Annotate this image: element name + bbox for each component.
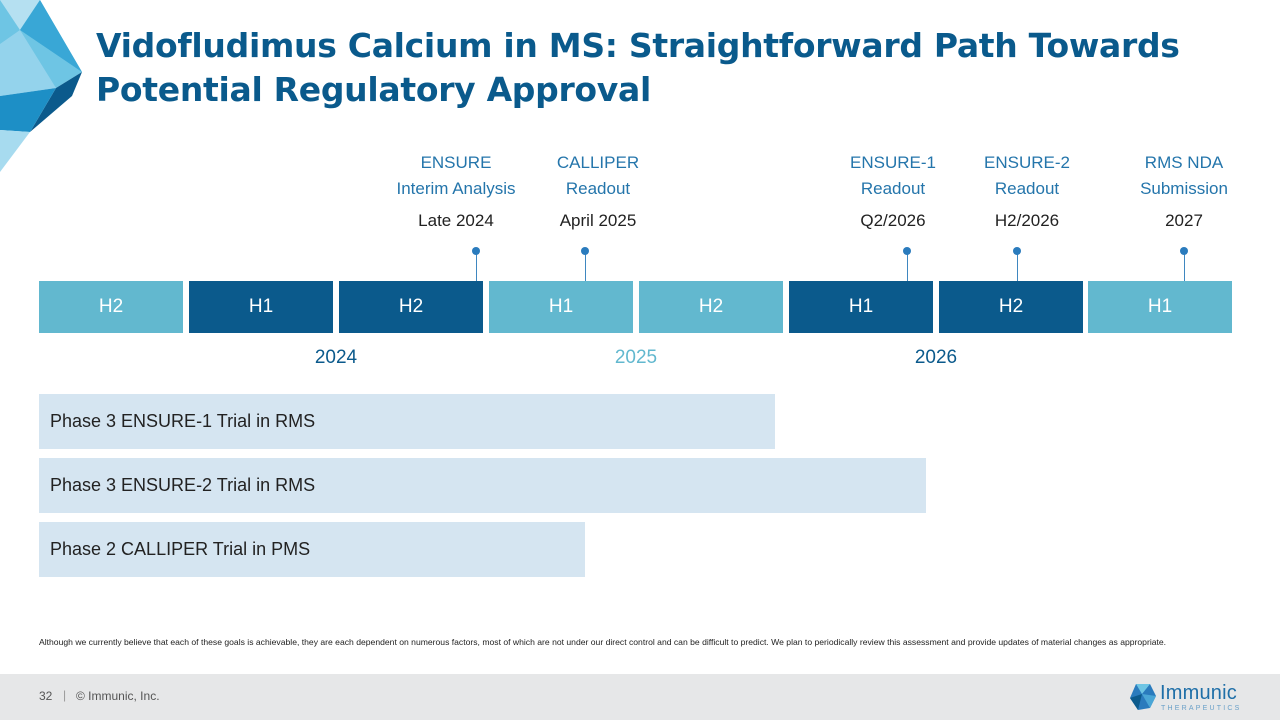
immunic-logo: Immunic THERAPEUTICS: [1130, 680, 1250, 716]
timeline-segment: H2: [639, 281, 783, 333]
page-number: 32: [39, 689, 53, 703]
milestone-date: Q2/2026: [860, 211, 926, 230]
disclaimer-text: Although we currently believe that each …: [39, 637, 1167, 647]
year-label-2026: 2026: [914, 347, 958, 368]
milestone-pin-dot: [472, 247, 480, 255]
milestone-pin-line: [585, 253, 586, 281]
milestone-label: RMS NDA Submission: [1140, 153, 1228, 198]
immunic-crystal-icon: [1130, 684, 1156, 710]
milestone-date: H2/2026: [994, 211, 1060, 230]
milestone-pin-dot: [903, 247, 911, 255]
trial-bar-ensure-2: Phase 3 ENSURE-2 Trial in RMS: [39, 458, 926, 513]
milestone-pin-line: [1184, 253, 1185, 281]
corner-crystal-graphic: [0, 0, 82, 172]
milestone-label: CALLIPER Readout: [556, 153, 640, 198]
milestone-pin-line: [476, 253, 477, 281]
milestone-pin-dot: [581, 247, 589, 255]
milestone-date: 2027: [1165, 211, 1203, 230]
logo-subtitle: THERAPEUTICS: [1161, 705, 1242, 712]
timeline-segment: H1: [489, 281, 633, 333]
milestone-ensure-interim: ENSURE Interim Analysis Late 2024: [361, 150, 551, 233]
milestone-pin-dot: [1013, 247, 1021, 255]
milestone-label: ENSURE Interim Analysis: [396, 153, 516, 198]
timeline-segment: H1: [189, 281, 333, 333]
milestone-ensure2-readout: ENSURE-2 Readout H2/2026: [932, 150, 1122, 233]
timeline-segment: H1: [789, 281, 933, 333]
timeline-segment: H2: [939, 281, 1083, 333]
copyright-text: © Immunic, Inc.: [76, 689, 160, 703]
milestone-rms-nda-submission: RMS NDA Submission 2027: [1089, 150, 1279, 233]
timeline-segment: H1: [1088, 281, 1232, 333]
milestone-pin-dot: [1180, 247, 1188, 255]
logo-name: Immunic: [1160, 682, 1237, 704]
milestone-ensure1-readout: ENSURE-1 Readout Q2/2026: [798, 150, 988, 233]
milestone-calliper-readout: CALLIPER Readout April 2025: [503, 150, 693, 233]
trial-bar-ensure-1: Phase 3 ENSURE-1 Trial in RMS: [39, 394, 775, 449]
milestone-date: April 2025: [559, 211, 637, 230]
slide-footer: 32 | © Immunic, Inc. Immunic THERAPEUTIC…: [0, 674, 1280, 720]
slide-title: Vidofludimus Calcium in MS: Straightforw…: [96, 26, 1180, 109]
footer-separator: |: [63, 688, 67, 702]
milestone-label: ENSURE-1 Readout: [850, 153, 936, 198]
year-label-2025: 2025: [614, 347, 658, 368]
year-label-2024: 2024: [314, 347, 358, 368]
timeline-segment: H2: [339, 281, 483, 333]
milestone-pin-line: [1017, 253, 1018, 281]
milestone-label: ENSURE-2 Readout: [984, 153, 1070, 198]
timeline-segment: H2: [39, 281, 183, 333]
milestone-pin-line: [907, 253, 908, 281]
trial-bar-calliper: Phase 2 CALLIPER Trial in PMS: [39, 522, 585, 577]
milestone-date: Late 2024: [418, 211, 494, 230]
